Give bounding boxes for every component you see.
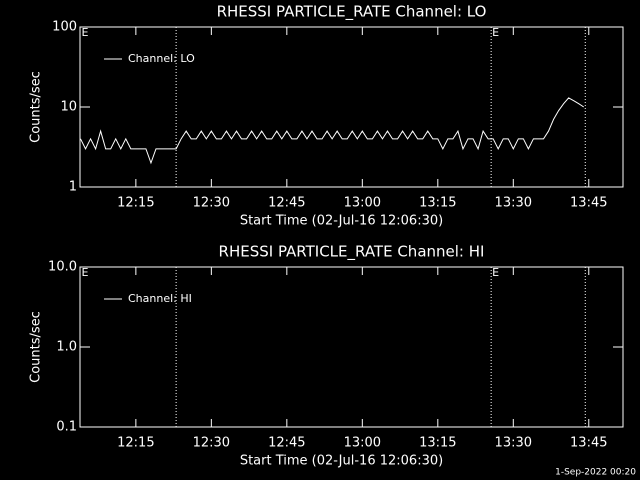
x-tick-label: 13:00 bbox=[344, 196, 381, 211]
y-tick-label: 0.1 bbox=[56, 420, 77, 435]
x-tick-label: 13:45 bbox=[570, 196, 607, 211]
legend-label: Channel: HI bbox=[128, 292, 192, 305]
x-axis-label: Start Time (02-Jul-16 12:06:30) bbox=[240, 454, 443, 469]
y-tick-label: 100 bbox=[52, 20, 77, 35]
x-tick-label: 12:15 bbox=[117, 436, 154, 451]
y-tick-label: 10.0 bbox=[48, 260, 77, 275]
y-axis-label: Counts/sec bbox=[29, 311, 44, 383]
x-tick-label: 12:45 bbox=[268, 436, 305, 451]
y-tick-label: 1 bbox=[69, 180, 77, 195]
event-flag: E bbox=[492, 266, 499, 279]
x-tick-label: 13:00 bbox=[344, 436, 381, 451]
x-tick-label: 12:15 bbox=[117, 196, 154, 211]
x-tick-label: 13:45 bbox=[570, 436, 607, 451]
x-tick-label: 13:15 bbox=[419, 436, 456, 451]
x-tick-label: 12:30 bbox=[193, 436, 230, 451]
event-flag: E bbox=[492, 26, 499, 39]
x-tick-label: 13:30 bbox=[495, 196, 532, 211]
y-axis-label: Counts/sec bbox=[29, 71, 44, 143]
legend-label: Channel: LO bbox=[128, 52, 195, 65]
x-axis-label: Start Time (02-Jul-16 12:06:30) bbox=[240, 214, 443, 229]
timestamp: 1-Sep-2022 00:20 bbox=[555, 468, 636, 478]
chart-title: RHESSI PARTICLE_RATE Channel: HI bbox=[219, 243, 485, 262]
data-line bbox=[80, 97, 585, 165]
x-tick-label: 13:30 bbox=[495, 436, 532, 451]
event-flag: E bbox=[82, 26, 89, 39]
y-tick-label: 1.0 bbox=[56, 340, 77, 355]
x-tick-label: 13:15 bbox=[419, 196, 456, 211]
x-tick-label: 12:30 bbox=[193, 196, 230, 211]
chart-title: RHESSI PARTICLE_RATE Channel: LO bbox=[217, 3, 487, 22]
plot-frame bbox=[79, 26, 624, 188]
event-flag: E bbox=[82, 266, 89, 279]
x-tick-label: 12:45 bbox=[268, 196, 305, 211]
plot-frame bbox=[79, 266, 624, 428]
y-tick-label: 10 bbox=[60, 100, 77, 115]
